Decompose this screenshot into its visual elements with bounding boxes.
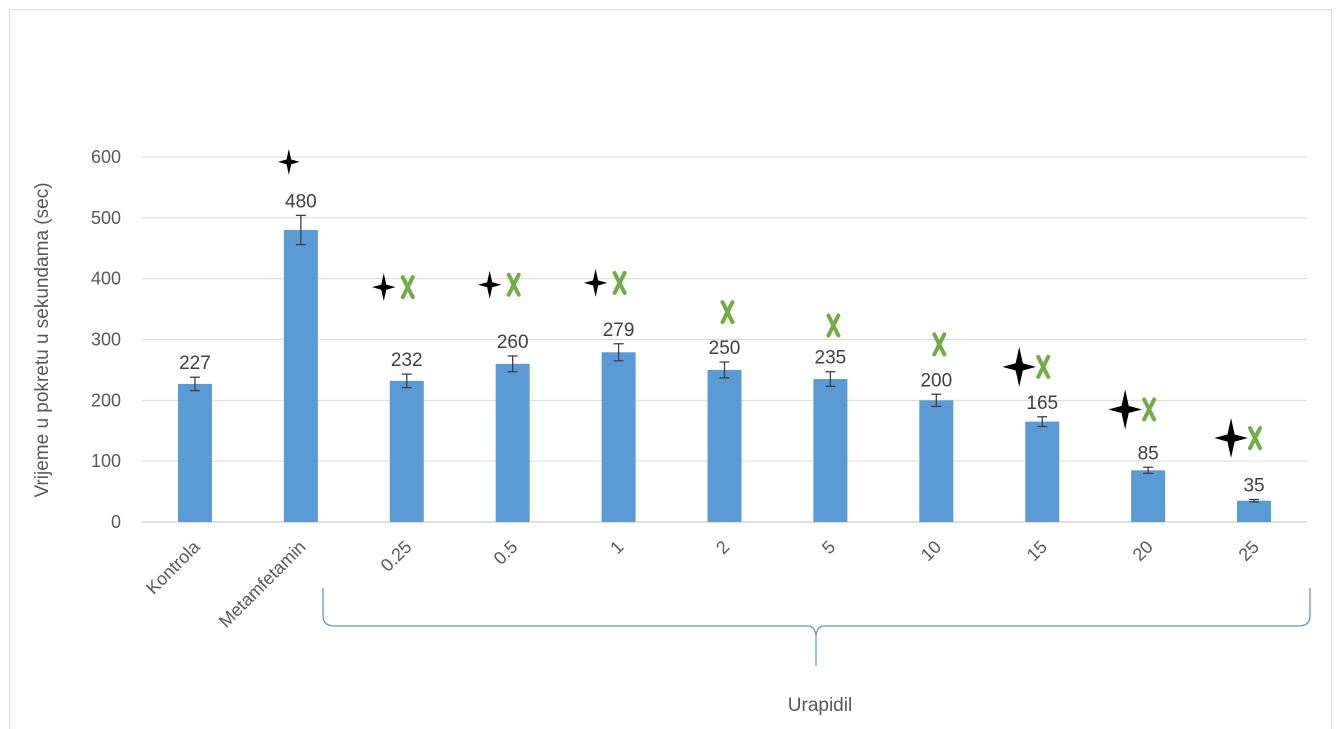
- y-tick-label: 200: [91, 390, 121, 410]
- data-label: 35: [1243, 475, 1264, 496]
- bar: [177, 383, 212, 522]
- bar: [495, 363, 530, 522]
- bar: [707, 369, 742, 522]
- significance-cross-icon: [826, 313, 841, 338]
- bar: [1131, 470, 1166, 522]
- significance-cross-icon: [1142, 397, 1157, 422]
- significance-star-icon: [1214, 418, 1248, 459]
- error-bars: [189, 214, 1260, 503]
- y-axis-title: Vrijeme u pokretu u sekundama (sec): [32, 182, 53, 497]
- urapidil-group-brace: [322, 588, 1311, 666]
- x-tick-label: Metamfetamin: [215, 537, 310, 632]
- significance-cross-icon: [612, 270, 627, 295]
- data-label: 85: [1138, 443, 1159, 464]
- x-tick-label: 10: [917, 537, 945, 565]
- significance-cross-icon: [1248, 426, 1263, 451]
- significance-star-icon: [1002, 346, 1037, 387]
- data-label: 250: [709, 338, 741, 359]
- bar: [1025, 421, 1060, 522]
- y-tick-label: 300: [91, 330, 121, 350]
- data-label: 279: [603, 320, 635, 341]
- data-label: 235: [815, 348, 847, 369]
- y-tick-label: 500: [91, 208, 121, 228]
- y-tick-label: 600: [91, 147, 121, 167]
- significance-cross-icon: [932, 332, 947, 357]
- x-tick-label: 15: [1023, 537, 1051, 565]
- data-label: 232: [391, 350, 423, 371]
- y-tick-label: 400: [91, 269, 121, 289]
- bar: [601, 352, 636, 522]
- significance-markers: [277, 148, 1263, 459]
- x-tick-label: Kontrola: [142, 536, 204, 598]
- significance-star-icon: [277, 148, 300, 175]
- data-label: 227: [179, 353, 211, 374]
- bar: [389, 380, 424, 522]
- chart-frame: [9, 9, 1332, 729]
- x-tick-label: 20: [1129, 537, 1157, 565]
- data-label: 480: [285, 191, 317, 212]
- data-labels: 227 480 232 260 279 250 235 200 165 85 35: [179, 191, 1265, 496]
- bars: [177, 230, 1272, 522]
- significance-cross-icon: [720, 300, 735, 325]
- bar: [283, 230, 318, 522]
- significance-cross-icon: [400, 275, 415, 300]
- data-label: 260: [497, 332, 529, 353]
- significance-star-icon: [477, 270, 502, 299]
- bar: [813, 379, 848, 522]
- x-tick-label: 2: [712, 537, 733, 558]
- group-label: Urapidil: [788, 695, 852, 716]
- significance-cross-icon: [1036, 354, 1051, 379]
- x-tick-label: 1: [606, 537, 627, 558]
- x-tick-label: 0.5: [490, 537, 522, 569]
- x-tick-label: 5: [818, 537, 839, 558]
- significance-star-icon: [583, 268, 608, 297]
- x-axis-ticks: Kontrola Metamfetamin 0.25 0.5 1 2 5 10 15 20 25: [142, 536, 1263, 631]
- significance-cross-icon: [506, 272, 521, 297]
- x-tick-label: 25: [1235, 537, 1263, 565]
- data-label: 200: [920, 370, 952, 391]
- y-tick-label: 100: [91, 451, 121, 471]
- y-tick-label: 0: [111, 512, 121, 532]
- bar: [919, 400, 954, 522]
- x-tick-label: 0.25: [377, 537, 416, 576]
- significance-star-icon: [372, 273, 396, 302]
- bar: [1237, 500, 1272, 522]
- y-axis-ticks: 0 100 200 300 400 500 600: [91, 147, 121, 532]
- significance-star-icon: [1108, 389, 1142, 430]
- data-label: 165: [1026, 393, 1058, 414]
